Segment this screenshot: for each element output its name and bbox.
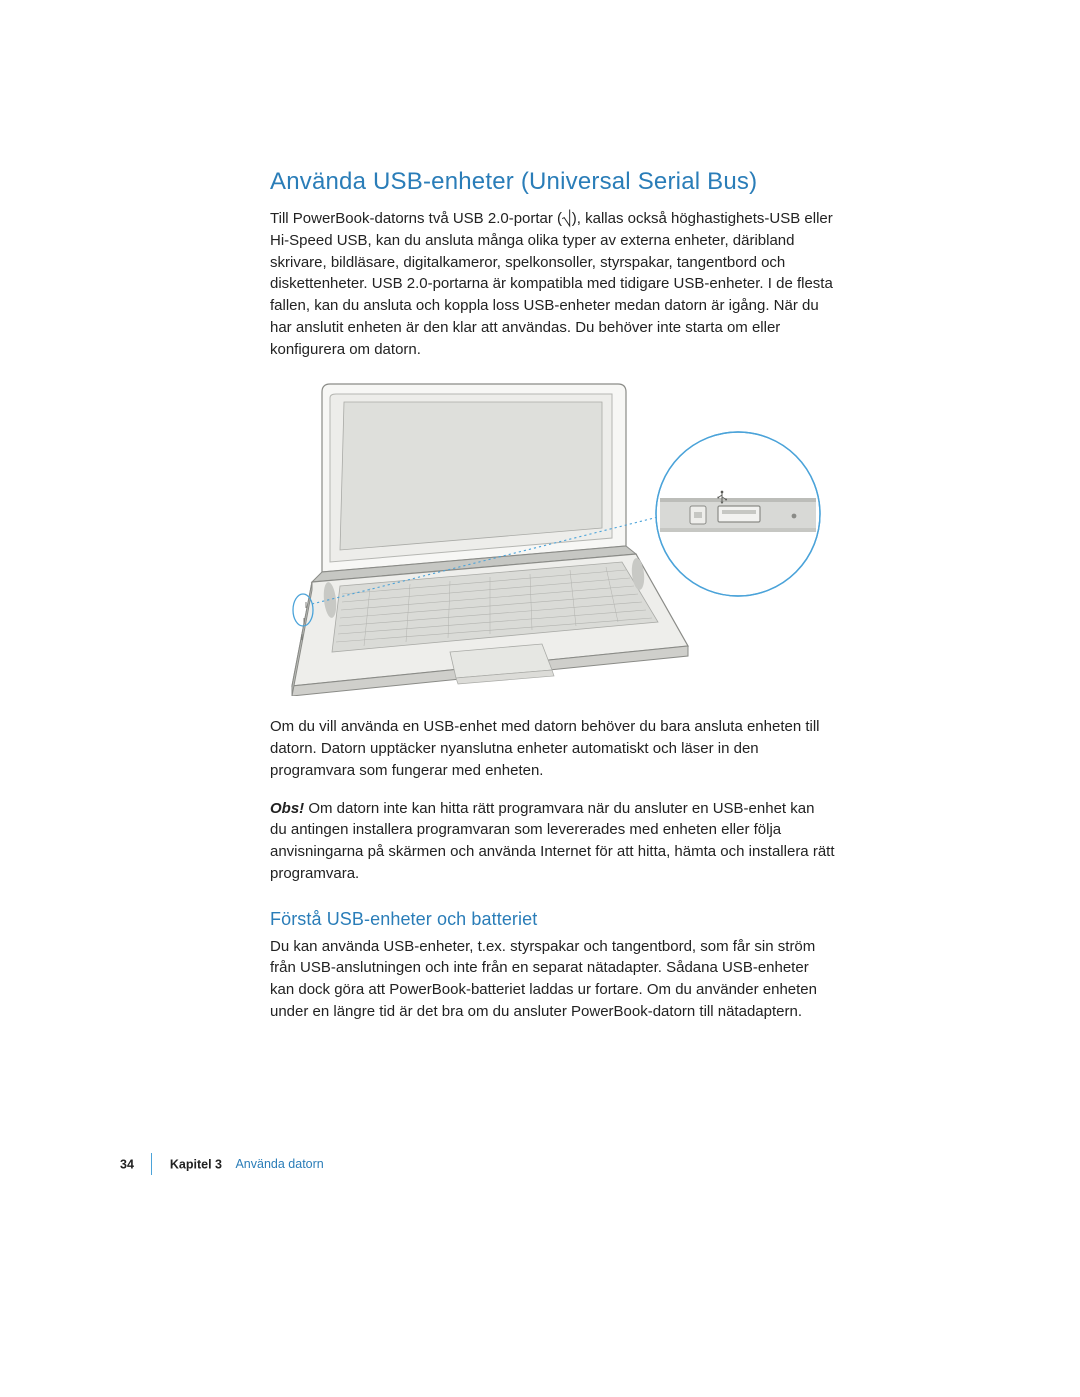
laptop-svg-group — [292, 384, 688, 696]
laptop-usb-illustration — [270, 376, 835, 696]
note-prefix: Obs! — [270, 800, 304, 817]
subsection-heading: Förstå USB-enheter och batteriet — [270, 909, 835, 930]
section-heading: Använda USB-enheter (Universal Serial Bu… — [270, 168, 835, 196]
usb-port-callout — [656, 432, 820, 596]
paragraph-2: Om du vill använda en USB-enhet med dato… — [270, 716, 835, 781]
page-footer: 34 Kapitel 3 Använda datorn — [120, 1154, 840, 1176]
page-number: 34 — [120, 1157, 134, 1171]
chapter-label: Kapitel 3 — [170, 1157, 222, 1171]
paragraph-3-note: Obs! Om datorn inte kan hitta rätt progr… — [270, 798, 835, 885]
note-body: Om datorn inte kan hitta rätt programvar… — [270, 800, 835, 882]
paragraph-4: Du kan använda USB-enheter, t.ex. styrsp… — [270, 936, 835, 1023]
footer-divider — [151, 1153, 152, 1175]
paragraph-1: Till PowerBook-datorns två USB 2.0-porta… — [270, 208, 835, 360]
chapter-title: Använda datorn — [235, 1157, 323, 1171]
